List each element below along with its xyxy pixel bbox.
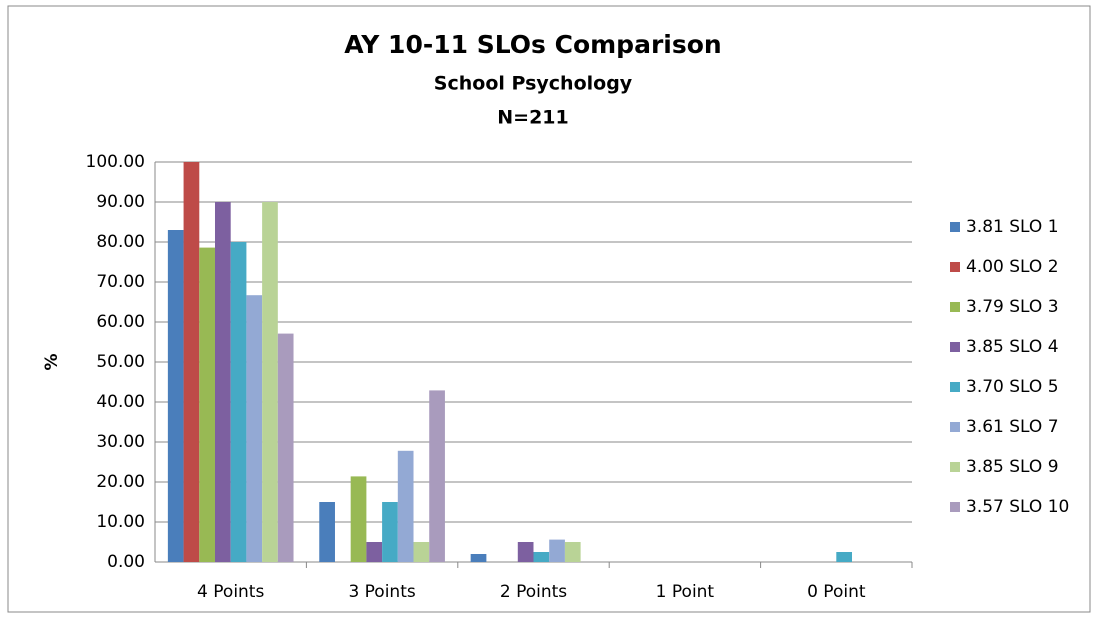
y-axis-label: % xyxy=(42,353,62,370)
y-tick-label: 60.00 xyxy=(96,312,145,332)
y-tick-label: 0.00 xyxy=(107,552,145,572)
y-tick-label: 80.00 xyxy=(96,232,145,252)
bar xyxy=(214,202,231,562)
y-tick-label: 100.00 xyxy=(86,152,145,172)
legend-label: 3.85 SLO 4 xyxy=(966,337,1059,357)
legend-label: 3.70 SLO 5 xyxy=(966,377,1059,397)
bar xyxy=(366,542,383,562)
bar xyxy=(246,295,263,562)
bar xyxy=(262,202,278,562)
legend-label: 3.61 SLO 7 xyxy=(966,417,1059,437)
chart-subtitle: School Psychology xyxy=(434,73,633,95)
legend-label: 3.79 SLO 3 xyxy=(966,297,1059,317)
bar xyxy=(564,542,581,562)
legend-label: 4.00 SLO 2 xyxy=(966,257,1059,277)
bar xyxy=(413,542,430,562)
legend-swatch xyxy=(950,222,960,232)
legend-label: 3.81 SLO 1 xyxy=(966,217,1059,237)
bar xyxy=(470,554,487,562)
y-tick-label: 50.00 xyxy=(96,352,145,372)
bar xyxy=(230,242,247,562)
legend-swatch xyxy=(950,302,960,312)
bar xyxy=(836,552,853,562)
chart-note: N=211 xyxy=(497,107,568,129)
legend-label: 3.57 SLO 10 xyxy=(966,497,1069,517)
bar xyxy=(533,552,550,562)
bar xyxy=(319,502,335,562)
legend-swatch xyxy=(950,382,960,392)
legend-swatch xyxy=(950,422,960,432)
y-tick-label: 10.00 xyxy=(96,512,145,532)
x-tick-label: 0 Point xyxy=(807,582,866,602)
bar xyxy=(277,333,294,562)
x-tick-label: 2 Points xyxy=(500,582,567,602)
y-tick-label: 30.00 xyxy=(96,432,145,452)
bar xyxy=(429,390,445,562)
y-tick-label: 90.00 xyxy=(96,192,145,212)
legend-swatch xyxy=(950,462,960,472)
chart-title: AY 10-11 SLOs Comparison xyxy=(344,30,721,59)
legend-swatch xyxy=(950,342,960,352)
bar xyxy=(382,502,398,562)
bar xyxy=(397,450,414,562)
bar xyxy=(350,476,367,562)
x-tick-label: 3 Points xyxy=(348,582,415,602)
legend-label: 3.85 SLO 9 xyxy=(966,457,1059,477)
bar xyxy=(167,230,184,562)
x-tick-label: 4 Points xyxy=(197,582,264,602)
x-tick-label: 1 Point xyxy=(656,582,715,602)
bar xyxy=(183,162,200,562)
y-tick-label: 40.00 xyxy=(96,392,145,412)
bar xyxy=(199,247,215,562)
legend-swatch xyxy=(950,262,960,272)
legend-swatch xyxy=(950,502,960,512)
bar xyxy=(517,542,534,562)
bar xyxy=(549,539,565,562)
y-tick-label: 70.00 xyxy=(96,272,145,292)
y-tick-label: 20.00 xyxy=(96,472,145,492)
